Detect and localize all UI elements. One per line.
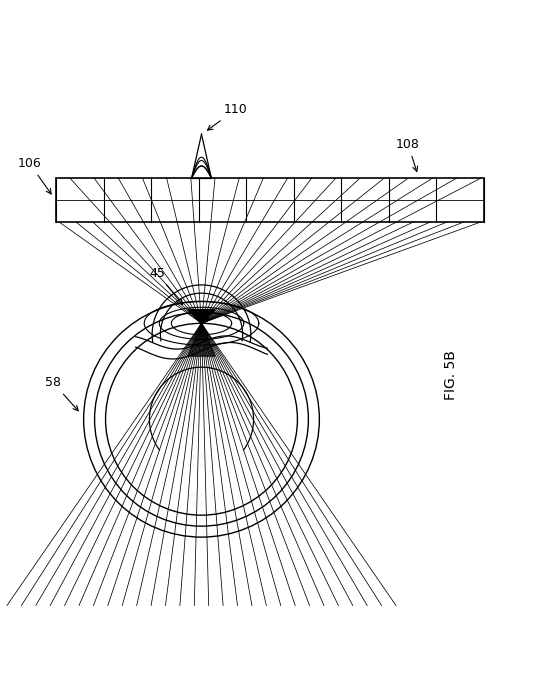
Polygon shape xyxy=(201,201,242,221)
Polygon shape xyxy=(344,201,385,221)
Text: 58: 58 xyxy=(45,376,78,411)
Bar xyxy=(56,178,484,222)
Text: 106: 106 xyxy=(18,157,51,194)
Text: 108: 108 xyxy=(396,138,420,171)
Text: FIG. 5B: FIG. 5B xyxy=(444,351,458,400)
Polygon shape xyxy=(188,310,215,323)
Polygon shape xyxy=(188,323,215,356)
Polygon shape xyxy=(391,179,433,199)
Text: 110: 110 xyxy=(208,103,247,130)
Polygon shape xyxy=(154,201,195,221)
Polygon shape xyxy=(391,201,433,221)
Polygon shape xyxy=(249,201,290,221)
Polygon shape xyxy=(439,201,480,221)
Polygon shape xyxy=(439,179,480,199)
Polygon shape xyxy=(201,179,242,199)
Polygon shape xyxy=(106,179,148,199)
Polygon shape xyxy=(106,201,148,221)
Text: 45: 45 xyxy=(149,266,182,305)
Polygon shape xyxy=(58,201,100,221)
Polygon shape xyxy=(296,179,337,199)
Polygon shape xyxy=(344,179,385,199)
Polygon shape xyxy=(296,201,337,221)
Polygon shape xyxy=(154,179,195,199)
Polygon shape xyxy=(249,179,290,199)
Polygon shape xyxy=(58,179,100,199)
